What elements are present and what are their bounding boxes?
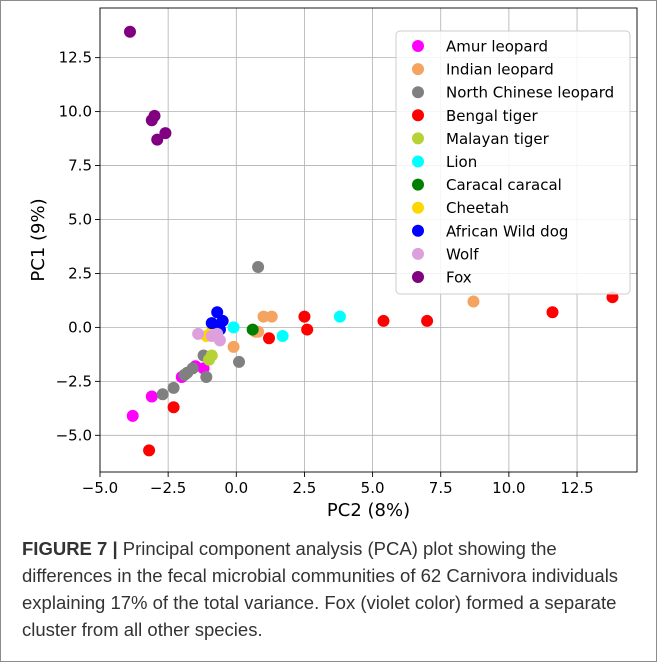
series-group bbox=[227, 295, 480, 353]
data-point bbox=[276, 330, 289, 343]
data-point bbox=[123, 25, 136, 38]
data-point bbox=[178, 368, 191, 381]
data-point bbox=[298, 310, 311, 323]
y-tick-label: 10.0 bbox=[59, 103, 92, 121]
pca-scatter-chart: −5.0 −2.5 0.0 2.5 5.0 7.5 10.0 12.5 −5.0 −2.5 0.0 2… bbox=[28, 7, 638, 521]
data-point bbox=[192, 327, 205, 340]
data-point bbox=[167, 401, 180, 414]
x-tick-label: 10.0 bbox=[492, 479, 525, 497]
series-group bbox=[203, 349, 218, 366]
legend-label: Wolf bbox=[446, 245, 479, 263]
data-point bbox=[151, 133, 164, 146]
data-point bbox=[421, 314, 434, 327]
data-point bbox=[265, 310, 278, 323]
series-group bbox=[143, 291, 619, 457]
legend-label: Indian leopard bbox=[446, 61, 554, 79]
y-tick-label: 5.0 bbox=[68, 210, 92, 228]
plot-area-frame bbox=[99, 7, 638, 473]
data-point bbox=[186, 362, 199, 375]
legend-marker bbox=[412, 155, 424, 168]
data-point bbox=[227, 321, 240, 334]
data-point bbox=[145, 114, 158, 127]
data-point bbox=[211, 327, 224, 340]
data-point bbox=[211, 306, 224, 319]
data-point bbox=[301, 323, 314, 336]
data-point bbox=[246, 323, 259, 336]
data-point bbox=[377, 314, 390, 327]
legend-box bbox=[395, 30, 631, 295]
series-group bbox=[227, 310, 346, 343]
series-group bbox=[123, 25, 172, 146]
legend-marker bbox=[412, 132, 424, 145]
legend-label: Fox bbox=[446, 269, 472, 287]
legend-label: Amur leopard bbox=[446, 38, 548, 56]
legend-label: Bengal tiger bbox=[446, 107, 538, 125]
legend-marker bbox=[412, 178, 424, 191]
x-tick-label: 5.0 bbox=[361, 479, 385, 497]
legend-label: North Chinese leopard bbox=[446, 84, 614, 102]
data-point bbox=[233, 355, 246, 368]
legend-label: Lion bbox=[446, 153, 477, 171]
x-tick-label: 12.5 bbox=[560, 479, 593, 497]
data-point bbox=[205, 317, 218, 330]
x-tick-label: −5.0 bbox=[82, 479, 118, 497]
data-point bbox=[252, 260, 265, 273]
data-point bbox=[263, 332, 276, 345]
legend-marker bbox=[412, 63, 424, 76]
x-tick-label: 7.5 bbox=[429, 479, 453, 497]
y-tick-label: −2.5 bbox=[56, 372, 92, 390]
y-tick-label: −5.0 bbox=[56, 426, 92, 444]
data-point bbox=[145, 390, 158, 403]
data-point bbox=[333, 310, 346, 323]
figure-label: FIGURE 7 | bbox=[22, 538, 118, 559]
legend-label: Malayan tiger bbox=[446, 130, 550, 148]
legend-marker bbox=[412, 201, 424, 214]
legend: Amur leopard Indian leopard North Chinese … bbox=[395, 30, 631, 295]
data-point bbox=[546, 306, 559, 319]
y-tick-label: 12.5 bbox=[59, 49, 92, 67]
data-point bbox=[156, 388, 169, 401]
data-point bbox=[167, 381, 180, 394]
legend-marker bbox=[412, 109, 424, 122]
data-point bbox=[227, 340, 240, 353]
x-tick-label: −2.5 bbox=[150, 479, 186, 497]
series-group bbox=[246, 323, 259, 336]
y-tick-label: 7.5 bbox=[68, 157, 92, 175]
data-point bbox=[203, 353, 216, 366]
x-tick-label: 2.5 bbox=[293, 479, 317, 497]
x-tick-label: 0.0 bbox=[224, 479, 248, 497]
legend-marker bbox=[412, 40, 424, 52]
legend-marker bbox=[412, 86, 424, 99]
y-tick-label: 2.5 bbox=[68, 264, 92, 282]
legend-marker bbox=[412, 224, 424, 237]
legend-label: Cheetah bbox=[446, 199, 509, 217]
y-tick-label: 0.0 bbox=[68, 318, 92, 336]
legend-label: Caracal caracal bbox=[446, 176, 562, 194]
data-point bbox=[126, 409, 139, 422]
data-point bbox=[200, 371, 213, 384]
data-point bbox=[159, 127, 172, 140]
y-axis-label: PC1 (9%) bbox=[28, 198, 49, 281]
legend-label: African Wild dog bbox=[446, 222, 568, 240]
data-point bbox=[143, 444, 156, 457]
figure-caption-text: Principal component analysis (PCA) plot … bbox=[22, 538, 619, 640]
legend-marker bbox=[412, 247, 424, 260]
figure-caption: FIGURE 7 | Principal component analysis … bbox=[22, 535, 647, 643]
legend-marker bbox=[412, 271, 424, 283]
data-point bbox=[467, 295, 480, 308]
x-axis-label: PC2 (8%) bbox=[327, 500, 410, 521]
series-group bbox=[192, 327, 226, 347]
